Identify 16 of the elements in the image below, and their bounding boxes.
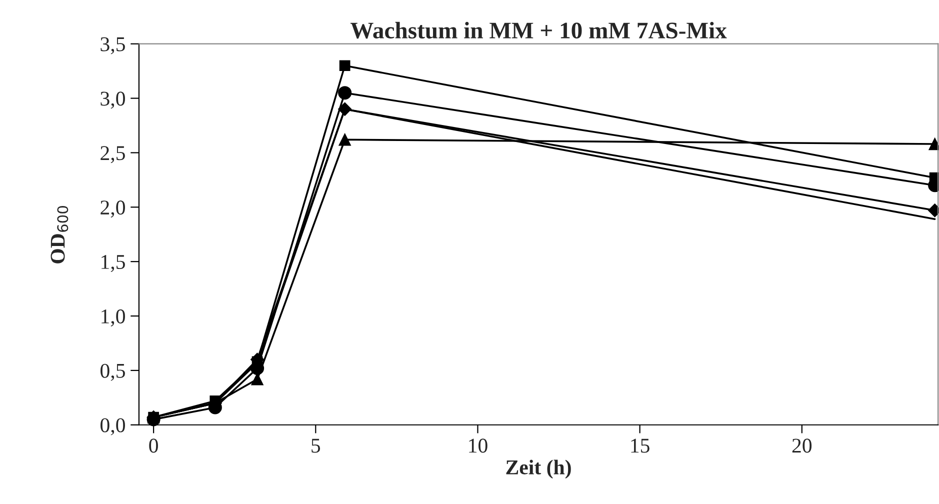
chart-title: Wachstum in MM + 10 mM 7AS-Mix: [350, 22, 727, 39]
y-tick-label: 2,0: [100, 200, 125, 218]
x-tick-label: 20: [792, 438, 812, 453]
y-axis-title: OD$_{600}$: [50, 206, 68, 264]
y-tick-label: 3,5: [100, 37, 125, 54]
x-tick-label: 5: [312, 438, 320, 453]
y-tick-label: 1,5: [102, 255, 125, 272]
x-axis-title: Zeit (h): [506, 460, 571, 479]
x-tick-label: 0: [149, 438, 158, 453]
y-tick-label: 3,0: [100, 92, 125, 109]
x-tick-label: 15: [631, 438, 650, 453]
y-tick-label: 0,5: [100, 364, 125, 381]
x-tick-label: 10: [469, 438, 488, 453]
y-tick-label: 1,0: [102, 309, 125, 326]
y-tick-label: 0,0: [100, 418, 125, 436]
y-tick-label: 2,5: [100, 146, 125, 164]
